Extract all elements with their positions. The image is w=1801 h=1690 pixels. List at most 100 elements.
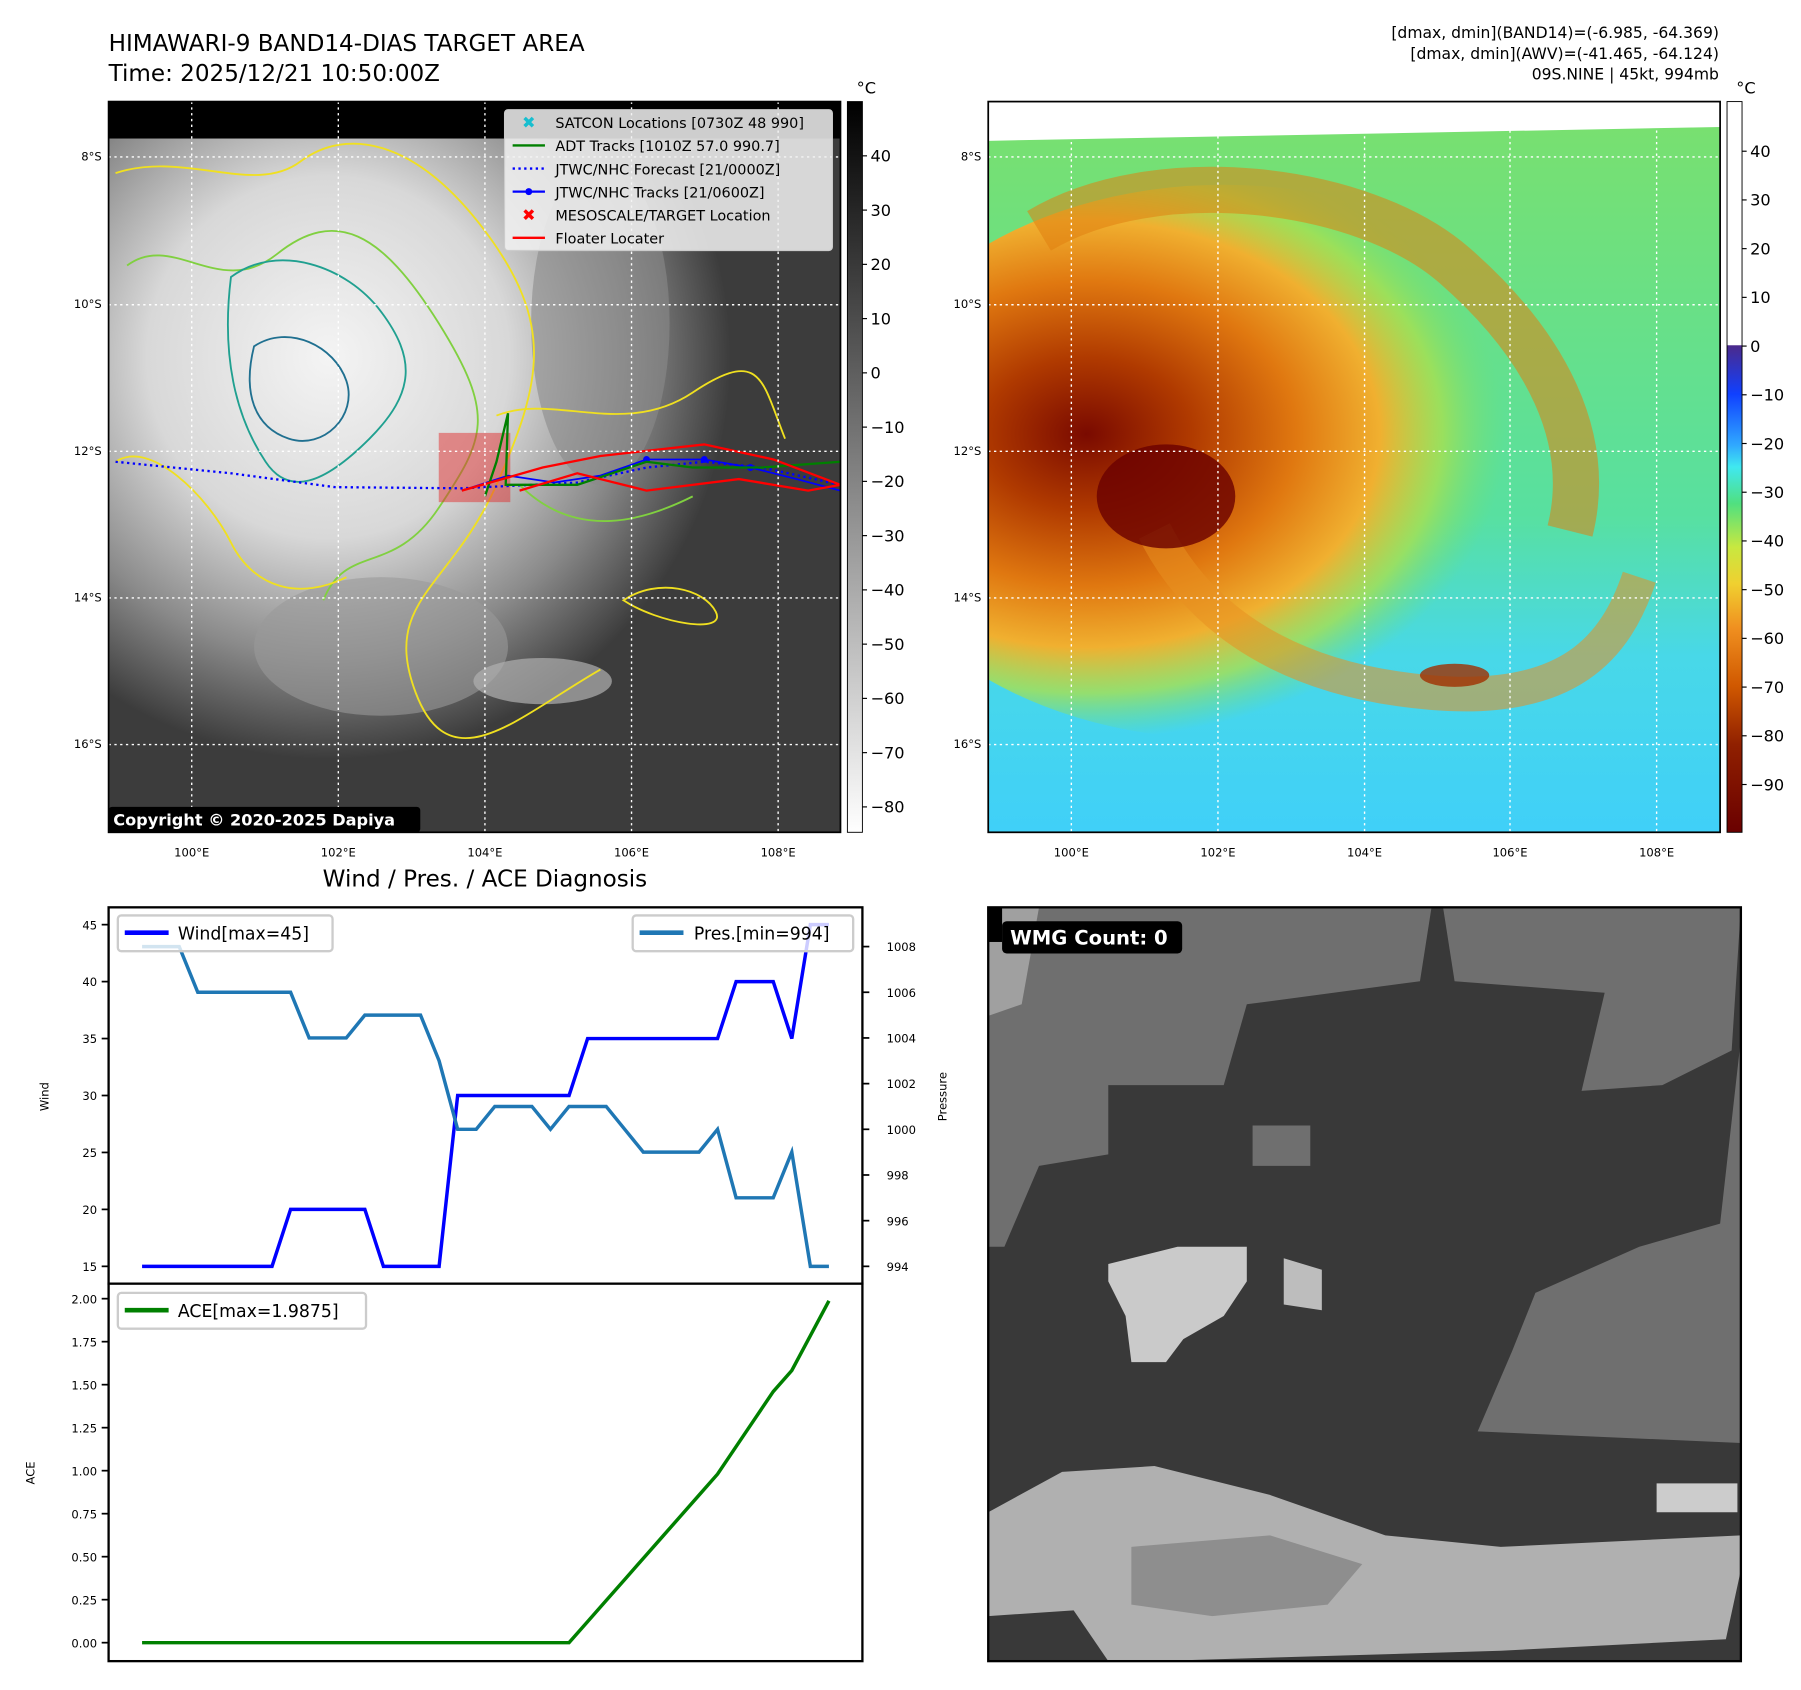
lon-label: 104°E [1347, 846, 1382, 860]
ace-tick-label: 1.50 [71, 1378, 97, 1392]
lon-label: 106°E [614, 846, 649, 860]
colorbar-tick-label: 20 [870, 255, 891, 274]
colorbar-tick-label: 30 [1750, 191, 1771, 210]
wind-tick-label: 40 [82, 975, 97, 989]
ace-tick-label: 1.25 [71, 1421, 97, 1435]
pressure-tick-label: 1006 [887, 986, 916, 1000]
colorbar-tick-label: −80 [870, 798, 904, 817]
contour-lines [115, 142, 786, 739]
legend-label: ADT Tracks [1010Z 57.0 990.7] [555, 139, 779, 155]
legend-label: Floater Locater [555, 232, 664, 248]
band14-range: [dmax, dmin](BAND14)=(-6.985, -64.369) [1391, 24, 1719, 42]
legend-label: MESOSCALE/TARGET Location [555, 208, 770, 224]
adt-track [483, 412, 841, 497]
storm-info: 09S.NINE | 45kt, 994mb [1532, 66, 1719, 84]
wind-series-line [142, 922, 829, 1269]
legend-marker-icon: ✖ [522, 113, 536, 132]
ace-tick-label: 0.00 [71, 1636, 97, 1650]
pressure-legend-label: Pres.[min=994] [694, 925, 830, 945]
colorbar-tick-label: −10 [870, 418, 904, 437]
right-colorbar-unit: °C [1736, 79, 1755, 98]
colorbar-tick-label: −70 [1750, 678, 1784, 697]
colorbar-tick-label: 0 [1750, 337, 1760, 356]
pressure-series-line [142, 944, 829, 1269]
lon-label: 108°E [1639, 846, 1674, 860]
right-colorbar [1726, 101, 1743, 833]
awv-range: [dmax, dmin](AWV)=(-41.465, -64.124) [1410, 45, 1719, 63]
lon-label: 100°E [174, 846, 209, 860]
colorbar-tick-label: −80 [1750, 727, 1784, 746]
lat-label: 16°S [954, 737, 982, 751]
lon-label: 100°E [1054, 846, 1089, 860]
ace-axis-label: ACE [24, 1461, 38, 1484]
legend-label: JTWC/NHC Forecast [21/0000Z] [554, 162, 780, 178]
wmg-count: WMG Count: 0 [1010, 926, 1168, 949]
ace-legend-label: ACE[max=1.9875] [178, 1302, 339, 1322]
copyright-text: Copyright © 2020-2025 Dapiya [113, 810, 395, 829]
colorbar-tick-label: 0 [870, 364, 880, 383]
ace-series-line [142, 1300, 831, 1645]
pressure-tick-label: 1004 [887, 1032, 916, 1046]
colorbar-tick-label: 30 [870, 201, 891, 220]
chart-title: Wind / Pres. / ACE Diagnosis [323, 867, 648, 893]
colorbar-tick-label: 20 [1750, 239, 1771, 258]
colorbar-tick-label: −90 [1750, 775, 1784, 794]
wind-tick-label: 35 [82, 1032, 97, 1046]
lon-label: 108°E [761, 846, 796, 860]
colorbar-tick-label: −50 [1750, 580, 1784, 599]
awv-map [988, 101, 1721, 833]
ace-tick-label: 2.00 [71, 1292, 97, 1306]
lat-label: 16°S [74, 737, 102, 751]
pressure-tick-label: 996 [887, 1214, 909, 1228]
colorbar-tick-label: −40 [1750, 532, 1784, 551]
figure-time: Time: 2025/12/21 10:50:00Z [108, 61, 440, 87]
wind-tick-label: 30 [82, 1089, 97, 1103]
colorbar-tick-label: −60 [870, 689, 904, 708]
colorbar-tick-label: −20 [870, 472, 904, 491]
figure-title: HIMAWARI-9 BAND14-DIAS TARGET AREA [109, 31, 585, 57]
lat-label: 14°S [954, 590, 982, 604]
lat-label: 14°S [74, 590, 102, 604]
map-legend: ✖ SATCON Locations [0730Z 48 990] ADT Trac… [503, 109, 833, 252]
ace-tick-label: 0.50 [71, 1550, 97, 1564]
ace-tick-label: 1.00 [71, 1464, 97, 1478]
wmg-count-box [1002, 921, 1183, 954]
pressure-legend: Pres.[min=994] [631, 914, 855, 953]
pressure-tick-label: 998 [887, 1169, 909, 1183]
colorbar-tick-label: −20 [1750, 434, 1784, 453]
ace-tick-label: 0.75 [71, 1507, 97, 1521]
wind-legend: Wind[max=45] [116, 914, 334, 953]
wind-tick-label: 45 [82, 918, 97, 932]
colorbar-tick-label: −30 [1750, 483, 1784, 502]
wind-axis-label: Wind [38, 1082, 52, 1111]
legend-label: SATCON Locations [0730Z 48 990] [555, 116, 804, 132]
legend-label: JTWC/NHC Tracks [21/0600Z] [554, 185, 764, 201]
lat-label: 12°S [954, 444, 982, 458]
colorbar-tick-label: −50 [870, 635, 904, 654]
wind-legend-label: Wind[max=45] [178, 925, 309, 945]
lat-label: 12°S [74, 444, 102, 458]
colorbar-tick-label: 10 [1750, 288, 1771, 307]
left-colorbar-unit: °C [857, 79, 876, 98]
copyright-box [108, 806, 421, 833]
colorbar-tick-label: 10 [870, 309, 891, 328]
lat-label: 10°S [954, 297, 982, 311]
colorbar-tick-label: 40 [870, 147, 891, 166]
colorbar-tick-label: −30 [870, 526, 904, 545]
pressure-tick-label: 994 [887, 1260, 909, 1274]
wind-tick-label: 20 [82, 1203, 97, 1217]
colorbar-tick-label: −40 [870, 581, 904, 600]
pressure-tick-label: 1002 [887, 1077, 916, 1091]
legend-marker-icon: ✖ [522, 205, 536, 224]
left-colorbar [846, 101, 863, 833]
pressure-axis-label: Pressure [936, 1072, 950, 1121]
lon-label: 106°E [1492, 846, 1527, 860]
lat-label: 10°S [74, 297, 102, 311]
target-area-box [438, 432, 511, 503]
legend-dot-icon [525, 188, 533, 196]
lon-label: 104°E [467, 846, 502, 860]
colorbar-tick-label: −70 [870, 743, 904, 762]
colorbar-tick-label: −10 [1750, 386, 1784, 405]
ace-tick-label: 0.25 [71, 1593, 97, 1607]
